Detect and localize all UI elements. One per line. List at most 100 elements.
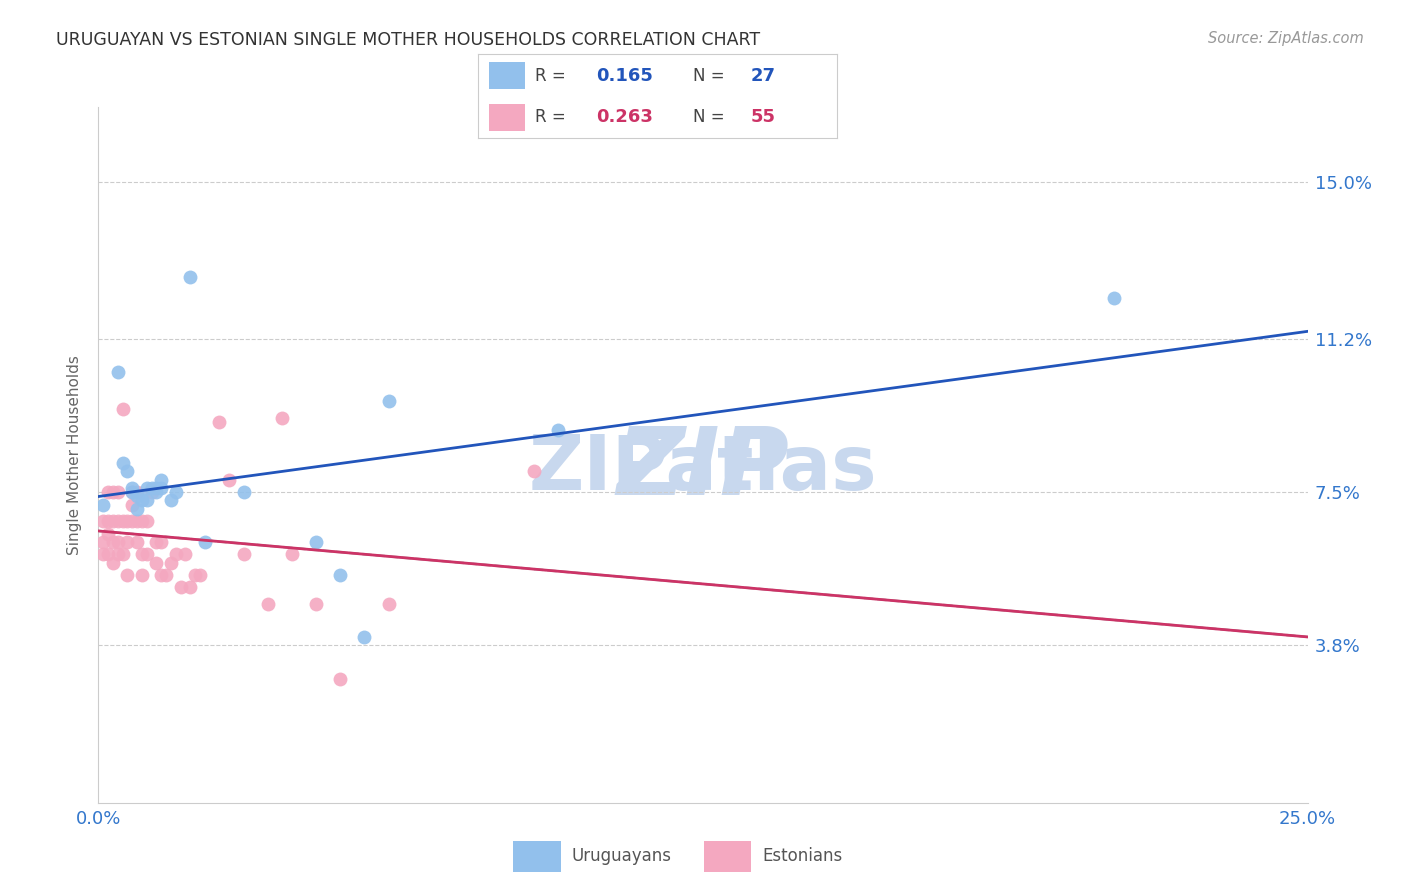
Bar — [489, 104, 524, 131]
Point — [547, 423, 569, 437]
Point — [160, 493, 183, 508]
Point — [218, 473, 240, 487]
Point — [131, 568, 153, 582]
Point — [141, 481, 163, 495]
Point — [281, 547, 304, 561]
Point — [121, 481, 143, 495]
Point — [131, 514, 153, 528]
Point — [121, 498, 143, 512]
Point — [329, 568, 352, 582]
Point — [91, 498, 114, 512]
Point — [111, 547, 134, 561]
Text: Uruguayans: Uruguayans — [572, 847, 672, 865]
Point — [256, 597, 278, 611]
Point — [127, 535, 149, 549]
Point — [179, 581, 201, 595]
Point — [232, 547, 254, 561]
Bar — [489, 62, 524, 89]
Text: Source: ZipAtlas.com: Source: ZipAtlas.com — [1208, 31, 1364, 46]
Point — [135, 481, 157, 495]
Point — [101, 514, 124, 528]
Point — [127, 514, 149, 528]
Point — [145, 481, 167, 495]
Point — [150, 568, 173, 582]
Point — [101, 556, 124, 570]
Point — [107, 535, 129, 549]
Point — [150, 535, 173, 549]
Text: Estonians: Estonians — [762, 847, 842, 865]
Point — [107, 365, 129, 379]
Text: ZIP: ZIP — [617, 423, 789, 515]
Y-axis label: Single Mother Households: Single Mother Households — [67, 355, 83, 555]
Point — [127, 485, 149, 500]
Point — [305, 535, 328, 549]
Point — [127, 489, 149, 503]
Point — [97, 526, 120, 541]
Point — [131, 547, 153, 561]
Point — [194, 535, 217, 549]
Point — [111, 514, 134, 528]
Point — [145, 485, 167, 500]
Point — [111, 456, 134, 470]
Point — [165, 547, 187, 561]
Point — [150, 481, 173, 495]
Point — [174, 547, 197, 561]
Point — [131, 493, 153, 508]
Point — [165, 485, 187, 500]
Point — [329, 672, 352, 686]
Point — [305, 597, 328, 611]
Point — [145, 535, 167, 549]
Bar — [513, 840, 561, 872]
Point — [208, 415, 231, 429]
Point — [91, 514, 114, 528]
Point — [184, 568, 207, 582]
Bar — [703, 840, 751, 872]
Text: 0.263: 0.263 — [596, 108, 654, 126]
Point — [141, 485, 163, 500]
Point — [523, 465, 546, 479]
Point — [160, 556, 183, 570]
Point — [97, 514, 120, 528]
Point — [179, 269, 201, 284]
Point — [127, 501, 149, 516]
Point — [135, 547, 157, 561]
Point — [377, 394, 399, 409]
Point — [150, 473, 173, 487]
Text: 0.165: 0.165 — [596, 67, 654, 85]
Point — [97, 485, 120, 500]
Point — [117, 514, 139, 528]
Point — [117, 535, 139, 549]
Point — [121, 485, 143, 500]
Point — [107, 547, 129, 561]
Point — [107, 485, 129, 500]
Text: 55: 55 — [751, 108, 776, 126]
Text: URUGUAYAN VS ESTONIAN SINGLE MOTHER HOUSEHOLDS CORRELATION CHART: URUGUAYAN VS ESTONIAN SINGLE MOTHER HOUS… — [56, 31, 761, 49]
Point — [91, 547, 114, 561]
Point — [155, 568, 177, 582]
Point — [353, 630, 375, 644]
Text: 27: 27 — [751, 67, 776, 85]
Point — [1102, 291, 1125, 305]
Point — [101, 485, 124, 500]
Point — [121, 485, 143, 500]
Point — [169, 581, 191, 595]
Text: R =: R = — [536, 67, 571, 85]
Point — [135, 514, 157, 528]
Point — [188, 568, 211, 582]
Point — [121, 514, 143, 528]
Point — [271, 410, 294, 425]
Point — [97, 547, 120, 561]
Point — [117, 465, 139, 479]
Point — [107, 514, 129, 528]
Text: N =: N = — [693, 108, 730, 126]
Point — [117, 568, 139, 582]
Point — [101, 535, 124, 549]
Text: R =: R = — [536, 108, 571, 126]
Point — [145, 556, 167, 570]
Point — [377, 597, 399, 611]
Point — [111, 402, 134, 417]
Point — [232, 485, 254, 500]
Point — [135, 493, 157, 508]
Point — [91, 535, 114, 549]
Text: N =: N = — [693, 67, 730, 85]
